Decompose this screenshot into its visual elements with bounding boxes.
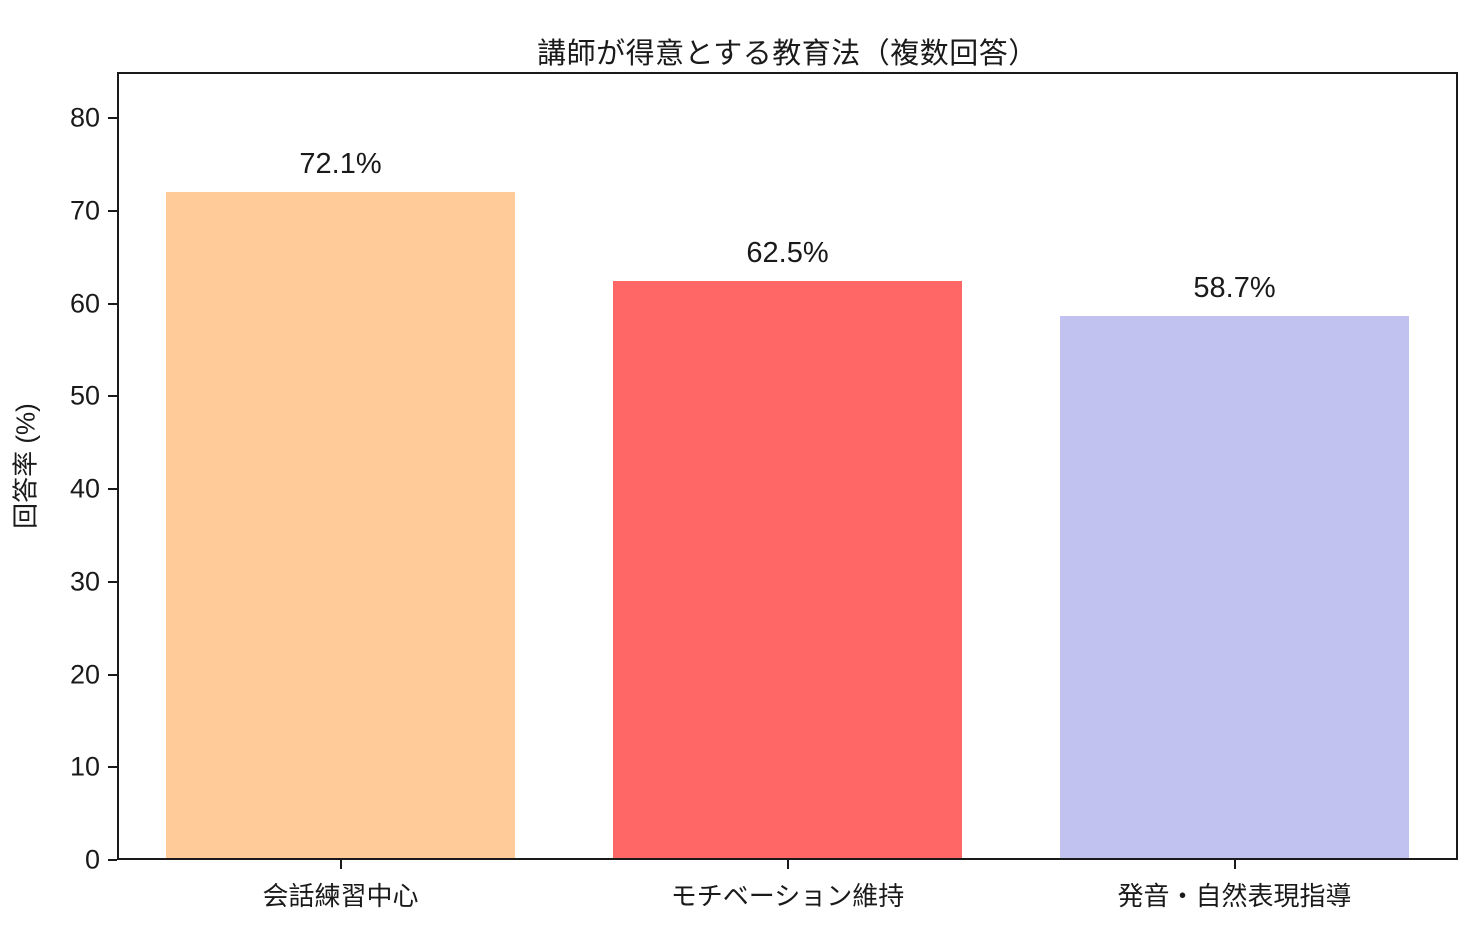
x-category-label: モチベーション維持 [670, 881, 905, 911]
y-tick-label: 80 [69, 102, 100, 133]
y-tick-label: 60 [69, 288, 100, 319]
bar-value-label: 58.7% [1193, 271, 1276, 304]
y-tick-mark [108, 673, 117, 676]
x-category-label: 発音・自然表現指導 [1117, 881, 1352, 911]
y-tick-label: 70 [69, 195, 100, 226]
bar-value-label: 62.5% [746, 236, 829, 269]
y-tick-mark [108, 766, 117, 769]
bar-value-label: 72.1% [299, 147, 382, 180]
y-tick-mark [108, 580, 117, 583]
y-tick-label: 30 [69, 566, 100, 597]
bar [166, 191, 515, 858]
y-tick-label: 50 [69, 380, 100, 411]
y-tick-mark [108, 302, 117, 305]
x-category-label: 会話練習中心 [262, 881, 419, 911]
y-tick-label: 10 [69, 751, 100, 782]
y-tick-label: 20 [69, 659, 100, 690]
y-tick-mark [108, 117, 117, 120]
chart-title: 講師が得意とする教育法（複数回答） [537, 38, 1038, 70]
y-axis-label: 回答率 (%) [10, 403, 41, 529]
bar [1060, 315, 1409, 858]
y-tick-mark [108, 395, 117, 398]
y-tick-label: 0 [84, 844, 100, 875]
y-tick-label: 40 [69, 473, 100, 504]
x-tick-mark [1233, 860, 1236, 869]
bar [613, 280, 962, 858]
x-tick-mark [339, 860, 342, 869]
x-tick-mark [786, 860, 789, 869]
y-tick-mark [108, 859, 117, 861]
y-tick-mark [108, 488, 117, 491]
y-tick-mark [108, 210, 117, 213]
